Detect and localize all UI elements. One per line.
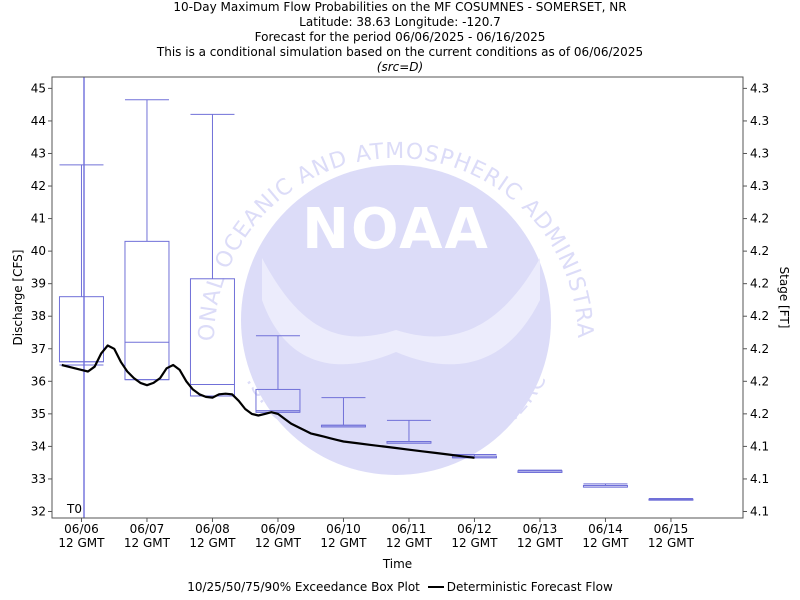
x-tick-label-date: 06/11 (392, 522, 427, 536)
box-plot-10 (648, 497, 694, 501)
y-tick-label: 35 (31, 407, 46, 421)
y2-tick-label: 4.2 (750, 374, 769, 388)
y-tick-label: 32 (31, 504, 46, 518)
x-tick-label-date: 06/06 (64, 522, 99, 536)
y-tick-label: 39 (31, 277, 46, 291)
y2-tick-label: 4.2 (750, 244, 769, 258)
x-tick-label-time: 12 GMT (582, 536, 629, 550)
x-tick-label-time: 12 GMT (517, 536, 564, 550)
x-tick-label-time: 12 GMT (451, 536, 498, 550)
x-tick-label-time: 12 GMT (189, 536, 236, 550)
x-tick-label-date: 06/13 (523, 522, 558, 536)
box-plot-3 (189, 113, 235, 397)
y-tick-label: 40 (31, 244, 46, 258)
box-iqr (58, 296, 104, 363)
x-tick-label-date: 06/09 (261, 522, 296, 536)
y-tick-label: 33 (31, 472, 46, 486)
y2-tick-label: 4.2 (750, 277, 769, 291)
x-tick-label-time: 12 GMT (58, 536, 105, 550)
period-line: Forecast for the period 06/06/2025 - 06/… (254, 30, 546, 44)
chart-title: 10-Day Maximum Flow Probabilities on the… (173, 0, 627, 14)
y-tick-label: 44 (31, 114, 46, 128)
x-tick-label-date: 06/07 (130, 522, 165, 536)
x-tick-label-time: 12 GMT (124, 536, 171, 550)
x-tick-label-date: 06/10 (326, 522, 361, 536)
x-tick-label-time: 12 GMT (320, 536, 367, 550)
y-axis-label: Discharge [CFS] (11, 250, 25, 346)
y2-tick-label: 4.1 (750, 439, 769, 453)
box-plot-6 (386, 419, 432, 444)
x-tick-label-date: 06/08 (195, 522, 230, 536)
x-tick-label-time: 12 GMT (255, 536, 302, 550)
y2-tick-label: 4.2 (750, 407, 769, 421)
y-tick-label: 43 (31, 146, 46, 160)
plot-layer: T0 (58, 77, 694, 518)
y2-tick-label: 4.3 (750, 81, 769, 95)
box-plot-5 (320, 397, 366, 428)
chart-titles: 10-Day Maximum Flow Probabilities on the… (0, 0, 800, 75)
box-plot-8 (517, 469, 563, 473)
watermark-logo-text: NOAA (302, 197, 490, 262)
y-tick-label: 42 (31, 179, 46, 193)
x-tick-label-date: 06/12 (457, 522, 492, 536)
x-tick-label-date: 06/14 (588, 522, 623, 536)
axes-layer: 32 4.1 33 4.1 34 4.1 35 4.2 36 4.2 37 4.2 38 4.2 39 4.2… (11, 81, 791, 571)
y2-tick-label: 4.1 (750, 472, 769, 486)
y-tick-label: 41 (31, 212, 46, 226)
box-plot-2 (124, 99, 170, 381)
watermark-wave (262, 258, 540, 365)
y2-tick-label: 4.3 (750, 146, 769, 160)
y-tick-label: 36 (31, 374, 46, 388)
box-iqr (124, 240, 170, 381)
simulation-note: This is a conditional simulation based o… (156, 45, 644, 59)
y2-tick-label: 4.3 (750, 179, 769, 193)
x-axis-label: Time (382, 557, 412, 571)
y2-tick-label: 4.1 (750, 504, 769, 518)
y2-tick-label: 4.2 (750, 309, 769, 323)
box-plot-4 (255, 335, 301, 413)
box-plot-1 (58, 164, 104, 366)
box-plot-9 (582, 483, 628, 488)
t0-label: T0 (66, 502, 82, 516)
y2-axis-label: Stage [FT] (777, 267, 791, 329)
y2-tick-label: 4.2 (750, 212, 769, 226)
legend-line-label: Deterministic Forecast Flow (446, 580, 613, 594)
y2-tick-label: 4.2 (750, 342, 769, 356)
y2-tick-label: 4.3 (750, 114, 769, 128)
legend-box-label: 10/25/50/75/90% Exceedance Box Plot (187, 580, 420, 594)
y-tick-label: 37 (31, 342, 46, 356)
x-tick-label-time: 12 GMT (386, 536, 433, 550)
y-tick-label: 34 (31, 439, 46, 453)
y-tick-label: 45 (31, 81, 46, 95)
plot-frame (51, 76, 744, 519)
legend: 10/25/50/75/90% Exceedance Box Plot Dete… (0, 580, 800, 594)
location-line: Latitude: 38.63 Longitude: -120.7 (299, 15, 501, 29)
watermark-disc (241, 165, 551, 475)
y-tick-label: 38 (31, 309, 46, 323)
forecast-flow-line (61, 344, 475, 459)
noaa-watermark: NOAANATIONAL OCEANIC AND ATMOSPHERIC ADM… (0, 0, 596, 475)
source-label: (src=D) (376, 60, 424, 74)
x-tick-label-time: 12 GMT (648, 536, 695, 550)
legend-line-swatch (427, 585, 444, 588)
x-tick-label-date: 06/15 (654, 522, 689, 536)
